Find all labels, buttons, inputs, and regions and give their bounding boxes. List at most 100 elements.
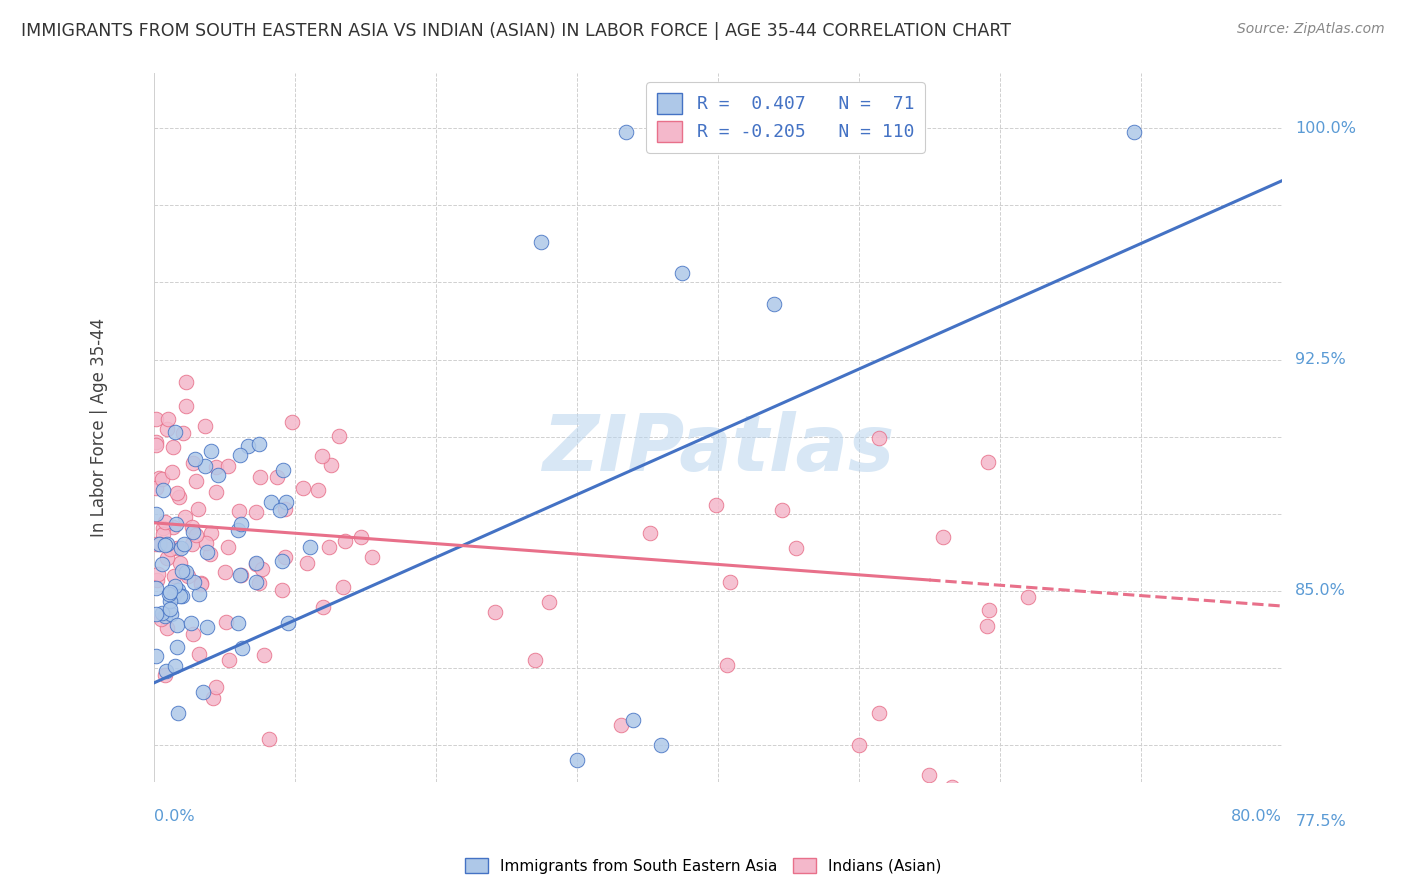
Point bbox=[229, 568, 252, 582]
Point bbox=[174, 566, 197, 580]
Point bbox=[277, 616, 299, 631]
Point bbox=[170, 541, 193, 556]
Point bbox=[245, 505, 267, 519]
Point bbox=[763, 297, 786, 311]
Point bbox=[153, 609, 176, 624]
Text: 80.0%: 80.0% bbox=[1230, 808, 1282, 823]
Point bbox=[941, 780, 963, 794]
Point bbox=[200, 525, 222, 540]
Point bbox=[820, 805, 842, 820]
Point bbox=[145, 648, 167, 663]
Point bbox=[718, 575, 741, 590]
Point bbox=[166, 486, 188, 500]
Point bbox=[868, 431, 890, 445]
Text: 77.5%: 77.5% bbox=[1295, 814, 1346, 830]
Point bbox=[484, 605, 506, 619]
Point bbox=[207, 468, 229, 483]
Point bbox=[162, 520, 184, 534]
Point bbox=[204, 484, 226, 499]
Point bbox=[150, 558, 173, 572]
Point bbox=[650, 738, 672, 752]
Point bbox=[319, 458, 342, 472]
Point bbox=[155, 668, 177, 682]
Point bbox=[200, 444, 222, 458]
Point bbox=[281, 415, 304, 429]
Text: ZIPatlas: ZIPatlas bbox=[541, 410, 894, 486]
Text: IMMIGRANTS FROM SOUTH EASTERN ASIA VS INDIAN (ASIAN) IN LABOR FORCE | AGE 35-44 : IMMIGRANTS FROM SOUTH EASTERN ASIA VS IN… bbox=[21, 22, 1011, 40]
Point bbox=[716, 657, 738, 672]
Point bbox=[159, 542, 181, 557]
Point bbox=[159, 601, 181, 615]
Point bbox=[848, 738, 870, 752]
Point bbox=[201, 691, 224, 706]
Point bbox=[785, 541, 807, 556]
Point bbox=[610, 718, 633, 732]
Point bbox=[156, 621, 179, 635]
Point bbox=[678, 876, 700, 890]
Point bbox=[636, 886, 658, 892]
Point bbox=[169, 589, 191, 603]
Point bbox=[245, 558, 267, 572]
Point bbox=[650, 805, 672, 820]
Point bbox=[976, 619, 998, 633]
Point bbox=[167, 490, 190, 504]
Point bbox=[671, 266, 693, 280]
Point bbox=[253, 648, 276, 663]
Point bbox=[166, 541, 188, 555]
Point bbox=[205, 680, 228, 694]
Point bbox=[229, 567, 252, 582]
Point bbox=[156, 550, 179, 565]
Point bbox=[530, 235, 553, 250]
Point bbox=[150, 606, 173, 620]
Point bbox=[163, 569, 186, 583]
Point bbox=[186, 527, 208, 541]
Point bbox=[180, 615, 202, 630]
Point bbox=[165, 517, 187, 532]
Point bbox=[145, 481, 167, 495]
Point bbox=[167, 706, 190, 721]
Point bbox=[307, 483, 329, 498]
Point bbox=[167, 583, 190, 598]
Point bbox=[152, 521, 174, 535]
Point bbox=[318, 540, 340, 554]
Point bbox=[1017, 590, 1039, 604]
Point bbox=[145, 508, 167, 522]
Point bbox=[159, 585, 181, 599]
Point bbox=[163, 658, 186, 673]
Point bbox=[177, 568, 200, 582]
Point bbox=[186, 474, 208, 488]
Point bbox=[170, 564, 193, 578]
Point bbox=[191, 684, 214, 698]
Point bbox=[215, 615, 238, 629]
Point bbox=[537, 595, 560, 609]
Point bbox=[245, 556, 267, 570]
Point bbox=[183, 575, 205, 590]
Point bbox=[271, 583, 294, 598]
Point bbox=[155, 665, 177, 679]
Point bbox=[770, 503, 793, 517]
Point bbox=[524, 653, 547, 667]
Point bbox=[194, 458, 217, 473]
Point bbox=[245, 574, 267, 589]
Point bbox=[763, 833, 786, 847]
Point bbox=[274, 501, 297, 516]
Point bbox=[159, 607, 181, 621]
Point bbox=[678, 821, 700, 835]
Point bbox=[145, 438, 167, 452]
Point bbox=[312, 600, 335, 615]
Point bbox=[172, 425, 194, 440]
Point bbox=[163, 588, 186, 602]
Point bbox=[228, 504, 250, 518]
Point bbox=[638, 525, 661, 540]
Point bbox=[184, 451, 207, 466]
Point bbox=[614, 124, 637, 138]
Point bbox=[195, 620, 218, 634]
Point bbox=[217, 458, 239, 473]
Point bbox=[163, 588, 186, 602]
Point bbox=[157, 587, 180, 601]
Text: 0.0%: 0.0% bbox=[153, 808, 194, 823]
Legend: R =  0.407   N =  71, R = -0.205   N = 110: R = 0.407 N = 71, R = -0.205 N = 110 bbox=[645, 82, 925, 153]
Point bbox=[228, 616, 250, 631]
Point bbox=[295, 556, 318, 570]
Text: 85.0%: 85.0% bbox=[1295, 583, 1346, 599]
